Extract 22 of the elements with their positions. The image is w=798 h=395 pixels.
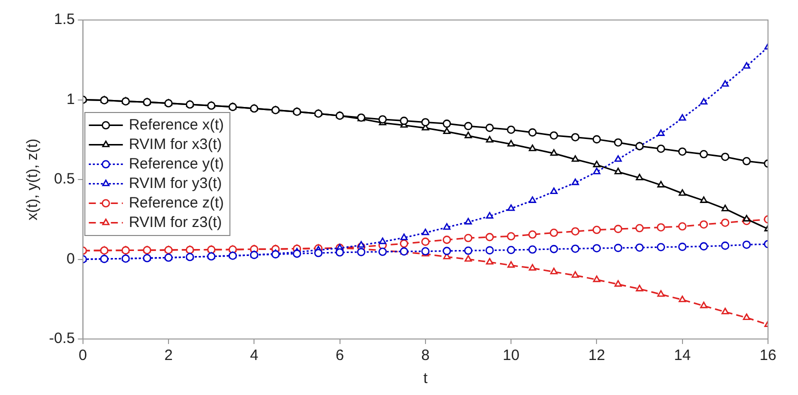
y-tick-label: 1.5 — [54, 11, 75, 28]
x-tick-label: 2 — [164, 347, 173, 364]
legend-label: RVIM for y3(t) — [128, 174, 222, 192]
x-tick-label: 16 — [760, 347, 776, 364]
legend-label: RVIM for x3(t) — [128, 136, 222, 153]
y-tick-label: 0.5 — [54, 170, 75, 188]
x-tick-label: 10 — [502, 347, 520, 364]
legend-label: Reference z(t) — [128, 194, 224, 212]
y-tick-label: 1 — [66, 90, 75, 108]
x-tick-label: 0 — [78, 347, 88, 364]
y-tick-label: 0 — [66, 250, 75, 268]
y-axis-title: x(t), y(t), z(t) — [24, 138, 42, 220]
x-tick-label: 8 — [421, 347, 430, 364]
legend-label: Reference x(t) — [128, 116, 224, 134]
x-tick-label: 4 — [250, 347, 258, 364]
x-tick-label: 12 — [588, 347, 606, 364]
x-tick-label: 6 — [336, 347, 344, 364]
legend-label: Reference y(t) — [128, 155, 224, 172]
y-tick-label: -0.5 — [48, 330, 75, 348]
x-axis-title: t — [423, 370, 428, 388]
x-tick-label: 14 — [674, 347, 691, 364]
legend-label: RVIM for z3(t) — [128, 214, 222, 231]
